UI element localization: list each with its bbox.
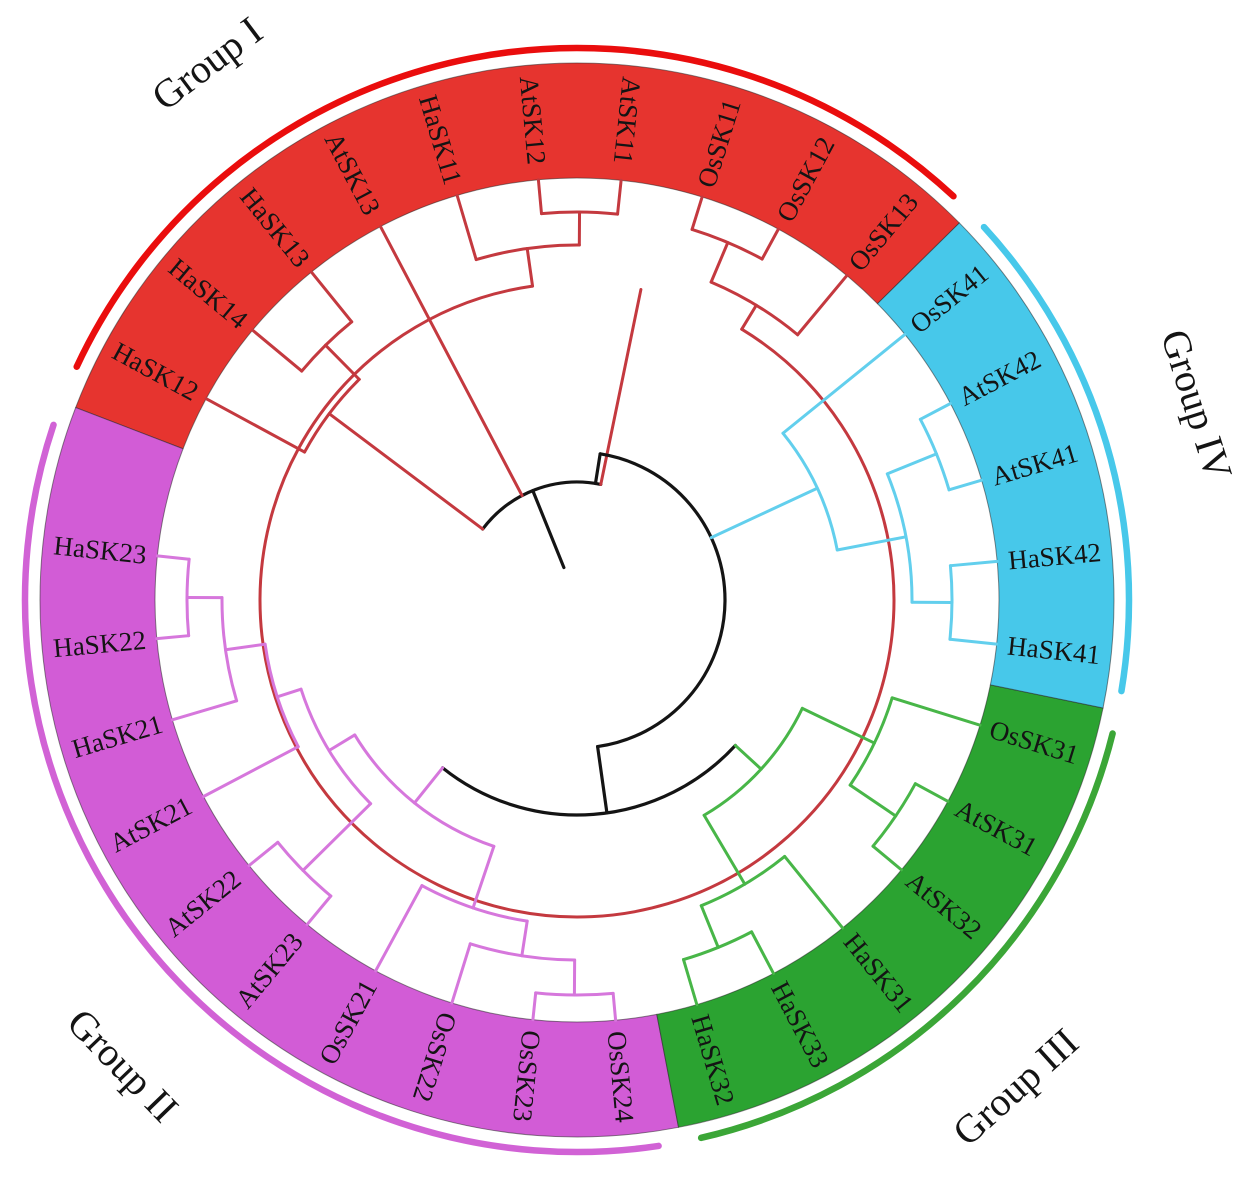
skeleton-branch-to-group1-left (327, 412, 485, 531)
group3-clade-branch (871, 844, 903, 872)
group1-top-subclade-branch (760, 227, 780, 261)
group1-top-subclade-node-arc (258, 284, 896, 919)
skeleton-group23-arc (441, 743, 737, 817)
skeleton-branch-to-group3 (733, 743, 763, 771)
group-range-arc-I (73, 44, 957, 370)
group2-clade-branch (611, 991, 618, 1022)
group1-top-subclade-branch (525, 247, 535, 288)
group2-clade-branch (170, 699, 239, 722)
group1-left-subclade-branch (251, 328, 304, 373)
group4-clade-node-arc (781, 431, 839, 552)
group3-clade-branch (800, 706, 876, 745)
group4-clade-branch (918, 402, 952, 421)
group-band-II (39, 406, 680, 1138)
group2-clade-branch (155, 554, 191, 561)
group4-clade-branch (947, 478, 984, 492)
group3-clade-branch (848, 783, 898, 818)
group-label-IV: Group IV (1152, 324, 1241, 485)
group2-clade-branch (327, 733, 357, 753)
group1-top-subclade-branch (690, 195, 704, 231)
group1-left-subclade-branch (309, 270, 354, 324)
group2-clade-branch (275, 687, 303, 699)
group4-clade-branch (835, 535, 908, 552)
group1-top-subclade-branch (455, 193, 478, 262)
group1-top-subclade-branch (536, 178, 543, 216)
group3-clade-branch (783, 854, 845, 930)
group2-clade-branch (247, 840, 280, 868)
skeleton-step-to-group23-arc (595, 744, 609, 815)
group3-clade-branch (682, 958, 699, 1007)
skeleton-branch-to-group1-top (599, 288, 643, 486)
group4-clade-branch (948, 637, 999, 646)
skeleton-branch-to-group2 (412, 766, 445, 805)
skeleton-group1-root-arc (481, 480, 603, 531)
group2-clade-branch (202, 745, 300, 798)
skeleton-link-root-to-rest (593, 452, 602, 486)
skeleton-branch-AtSK13 (379, 225, 524, 498)
group2-clade-branch (155, 634, 191, 641)
group3-clade-branch (750, 930, 775, 975)
group2-clade-node-arc (353, 733, 496, 848)
group3-clade-branch (890, 696, 982, 727)
group-range-arc-III (697, 730, 1116, 1142)
group1-left-subclade-branch (204, 397, 307, 454)
skeleton-rest-arc (595, 452, 727, 749)
skeleton-root-stem (531, 488, 566, 570)
group-range-arc-IV (980, 223, 1133, 695)
skeleton-branch-to-group4 (709, 486, 819, 540)
group2-clade-branch (520, 919, 529, 958)
group-band-I (75, 62, 961, 450)
group4-clade-branch (948, 559, 999, 568)
group2-clade-branch (471, 844, 496, 910)
group1-top-subclade-branch (796, 274, 849, 337)
group2-clade-branch (224, 642, 267, 652)
group2-clade-branch (450, 942, 472, 1005)
group2-clade-branch (374, 884, 424, 973)
group-label-II: Group II (59, 1000, 188, 1131)
group-band-IV (876, 222, 1115, 709)
group2-clade-branch (305, 894, 333, 926)
group2-clade-branch (531, 991, 538, 1022)
group3-clade-branch (699, 904, 720, 949)
group1-top-subclade-branch (709, 241, 730, 284)
group-label-I: Group I (143, 8, 270, 119)
group2-clade-branch (301, 802, 373, 872)
group-label-III: Group III (944, 1019, 1087, 1154)
group4-clade-branch (781, 332, 907, 435)
group1-top-subclade-branch (740, 303, 758, 331)
group3-clade-branch (702, 813, 747, 886)
group1-top-subclade-branch (616, 178, 623, 216)
group4-clade-branch (885, 452, 938, 476)
group3-clade-branch (913, 782, 950, 803)
group-range-arc-II (21, 421, 662, 1156)
group1-left-subclade-node-arc (303, 377, 361, 454)
group-band-III (656, 684, 1104, 1128)
group3-clade-node-arc (702, 706, 804, 817)
